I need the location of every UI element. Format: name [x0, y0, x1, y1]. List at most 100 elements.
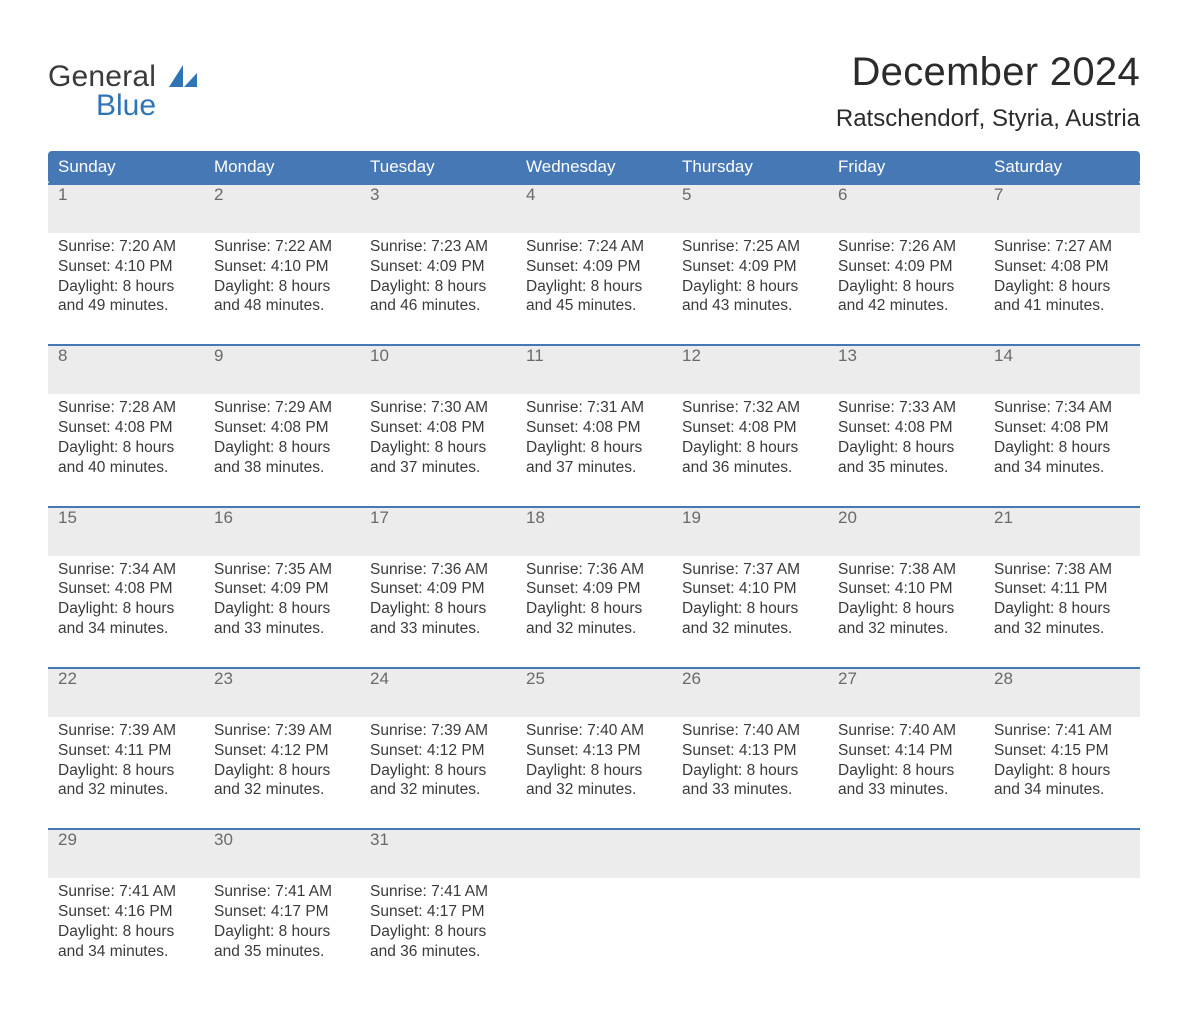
daynum-cell: 6 [828, 184, 984, 233]
weekday-header: Friday [828, 151, 984, 184]
day-details: Sunrise: 7:32 AMSunset: 4:08 PMDaylight:… [682, 394, 818, 477]
daylight-line-1: Daylight: 8 hours [682, 599, 818, 619]
daynum-cell: 17 [360, 507, 516, 556]
day-cell: Sunrise: 7:31 AMSunset: 4:08 PMDaylight:… [516, 394, 672, 506]
daynum-cell: 13 [828, 345, 984, 394]
sunset-line: Sunset: 4:11 PM [58, 741, 194, 761]
day-number: 7 [994, 185, 1003, 204]
sunrise-line: Sunrise: 7:40 AM [682, 721, 818, 741]
weekday-header-row: Sunday Monday Tuesday Wednesday Thursday… [48, 151, 1140, 184]
daynum-cell: 22 [48, 668, 204, 717]
sunset-line: Sunset: 4:12 PM [370, 741, 506, 761]
day-number: 27 [838, 669, 857, 688]
sunrise-line: Sunrise: 7:35 AM [214, 560, 350, 580]
location: Ratschendorf, Styria, Austria [836, 105, 1140, 133]
month-title: December 2024 [836, 50, 1140, 95]
day-details: Sunrise: 7:36 AMSunset: 4:09 PMDaylight:… [370, 556, 506, 639]
daynum-cell: 10 [360, 345, 516, 394]
day-cell: Sunrise: 7:30 AMSunset: 4:08 PMDaylight:… [360, 394, 516, 506]
daynum-cell: 16 [204, 507, 360, 556]
sunrise-line: Sunrise: 7:41 AM [994, 721, 1130, 741]
daylight-line-1: Daylight: 8 hours [214, 599, 350, 619]
sunset-line: Sunset: 4:08 PM [682, 418, 818, 438]
day-number: 11 [526, 346, 544, 365]
daynum-cell: 21 [984, 507, 1140, 556]
sunset-line: Sunset: 4:08 PM [994, 418, 1130, 438]
daylight-line-1: Daylight: 8 hours [838, 438, 974, 458]
sunrise-line: Sunrise: 7:31 AM [526, 398, 662, 418]
daylight-line-2: and 34 minutes. [994, 458, 1130, 478]
daylight-line-2: and 33 minutes. [370, 619, 506, 639]
day-details: Sunrise: 7:30 AMSunset: 4:08 PMDaylight:… [370, 394, 506, 477]
day-cell: Sunrise: 7:20 AMSunset: 4:10 PMDaylight:… [48, 233, 204, 345]
day-details: Sunrise: 7:41 AMSunset: 4:15 PMDaylight:… [994, 717, 1130, 800]
logo-word-1: General [48, 60, 156, 93]
day-number: 21 [994, 508, 1013, 527]
day-number: 9 [214, 346, 223, 365]
day-number: 30 [214, 830, 233, 849]
daylight-line-2: and 40 minutes. [58, 458, 194, 478]
day-cell: Sunrise: 7:40 AMSunset: 4:13 PMDaylight:… [672, 717, 828, 829]
sunset-line: Sunset: 4:09 PM [526, 579, 662, 599]
day-cell: Sunrise: 7:35 AMSunset: 4:09 PMDaylight:… [204, 556, 360, 668]
day-cell: Sunrise: 7:23 AMSunset: 4:09 PMDaylight:… [360, 233, 516, 345]
sunset-line: Sunset: 4:08 PM [370, 418, 506, 438]
day-cell: Sunrise: 7:37 AMSunset: 4:10 PMDaylight:… [672, 556, 828, 668]
day-number: 22 [58, 669, 77, 688]
day-cell: Sunrise: 7:34 AMSunset: 4:08 PMDaylight:… [48, 556, 204, 668]
daylight-line-2: and 37 minutes. [526, 458, 662, 478]
daynum-cell: 8 [48, 345, 204, 394]
day-cell [984, 878, 1140, 989]
daylight-line-2: and 38 minutes. [214, 458, 350, 478]
daylight-line-1: Daylight: 8 hours [838, 599, 974, 619]
daylight-line-1: Daylight: 8 hours [838, 761, 974, 781]
daynum-row: 891011121314 [48, 345, 1140, 394]
daynum-cell: 2 [204, 184, 360, 233]
day-cell [516, 878, 672, 989]
sunrise-line: Sunrise: 7:28 AM [58, 398, 194, 418]
daylight-line-2: and 33 minutes. [838, 780, 974, 800]
daylight-line-1: Daylight: 8 hours [994, 599, 1130, 619]
daylight-line-1: Daylight: 8 hours [214, 761, 350, 781]
day-number: 13 [838, 346, 857, 365]
sunset-line: Sunset: 4:09 PM [370, 257, 506, 277]
daylight-line-2: and 32 minutes. [58, 780, 194, 800]
day-cell: Sunrise: 7:39 AMSunset: 4:12 PMDaylight:… [360, 717, 516, 829]
sunrise-line: Sunrise: 7:26 AM [838, 237, 974, 257]
daylight-line-1: Daylight: 8 hours [370, 438, 506, 458]
daynum-cell: 7 [984, 184, 1140, 233]
week-row: Sunrise: 7:20 AMSunset: 4:10 PMDaylight:… [48, 233, 1140, 345]
day-details: Sunrise: 7:34 AMSunset: 4:08 PMDaylight:… [58, 556, 194, 639]
day-cell: Sunrise: 7:41 AMSunset: 4:17 PMDaylight:… [360, 878, 516, 989]
daynum-cell: 30 [204, 829, 360, 878]
sunset-line: Sunset: 4:16 PM [58, 902, 194, 922]
day-cell: Sunrise: 7:40 AMSunset: 4:13 PMDaylight:… [516, 717, 672, 829]
daylight-line-2: and 33 minutes. [214, 619, 350, 639]
day-cell: Sunrise: 7:32 AMSunset: 4:08 PMDaylight:… [672, 394, 828, 506]
sunrise-line: Sunrise: 7:34 AM [994, 398, 1130, 418]
day-number: 3 [370, 185, 379, 204]
daylight-line-2: and 42 minutes. [838, 296, 974, 316]
day-details: Sunrise: 7:41 AMSunset: 4:17 PMDaylight:… [370, 878, 506, 961]
daylight-line-1: Daylight: 8 hours [214, 438, 350, 458]
sunset-line: Sunset: 4:08 PM [58, 579, 194, 599]
sunrise-line: Sunrise: 7:40 AM [838, 721, 974, 741]
day-number: 6 [838, 185, 847, 204]
daylight-line-2: and 32 minutes. [838, 619, 974, 639]
daynum-cell: 9 [204, 345, 360, 394]
day-cell [828, 878, 984, 989]
daynum-cell [672, 829, 828, 878]
week-row: Sunrise: 7:34 AMSunset: 4:08 PMDaylight:… [48, 556, 1140, 668]
sunset-line: Sunset: 4:08 PM [526, 418, 662, 438]
day-details: Sunrise: 7:39 AMSunset: 4:12 PMDaylight:… [370, 717, 506, 800]
daylight-line-1: Daylight: 8 hours [58, 599, 194, 619]
sunrise-line: Sunrise: 7:37 AM [682, 560, 818, 580]
daylight-line-1: Daylight: 8 hours [994, 277, 1130, 297]
day-details: Sunrise: 7:37 AMSunset: 4:10 PMDaylight:… [682, 556, 818, 639]
daynum-row: 22232425262728 [48, 668, 1140, 717]
day-details: Sunrise: 7:40 AMSunset: 4:13 PMDaylight:… [526, 717, 662, 800]
sunset-line: Sunset: 4:08 PM [58, 418, 194, 438]
daynum-cell: 28 [984, 668, 1140, 717]
logo-word-2: Blue [96, 91, 197, 121]
sunrise-line: Sunrise: 7:32 AM [682, 398, 818, 418]
